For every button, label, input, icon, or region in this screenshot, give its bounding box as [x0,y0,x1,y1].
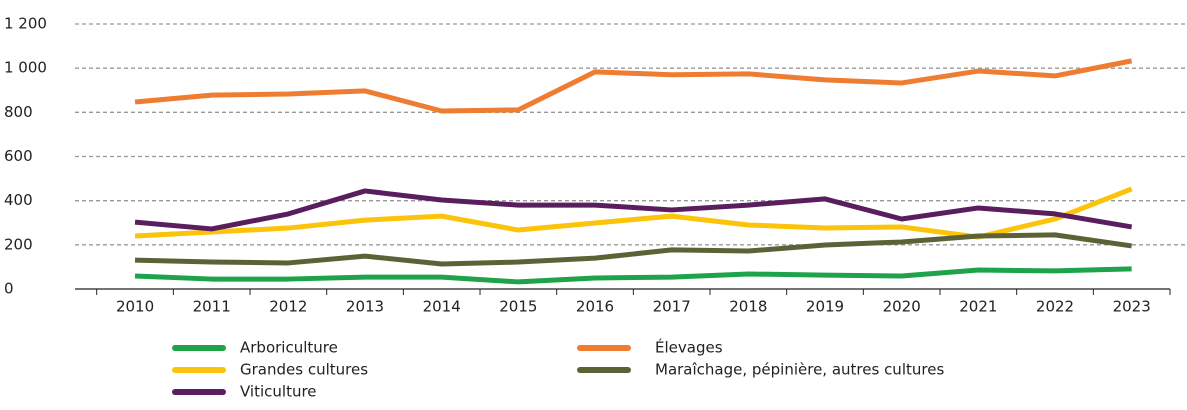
x-tick-label: 2019 [806,298,844,316]
y-tick-label: 1 200 [4,15,47,33]
x-tick-label: 2015 [499,298,537,316]
x-tick-label: 2020 [883,298,921,316]
legend-label: Maraîchage, pépinière, autres cultures [655,361,944,379]
legend-label: Arboriculture [240,339,338,357]
y-tick-label: 200 [4,235,33,253]
series-line [134,266,1132,285]
x-tick-label: 2016 [576,298,614,316]
y-tick-label: 0 [4,280,14,298]
legend-label: Viticulture [240,383,317,401]
x-tick-label: 2018 [729,298,767,316]
series-line [134,188,1133,232]
x-tick-label: 2017 [653,298,691,316]
y-tick-label: 800 [4,103,33,121]
series-line [134,232,1133,267]
legend-label: Élevages [655,338,723,357]
y-tick-label: 1 000 [4,59,47,77]
x-tick-label: 2010 [116,298,154,316]
x-tick-label: 2014 [423,298,461,316]
y-tick-label: 600 [4,147,33,165]
x-tick-label: 2023 [1113,298,1151,316]
x-tick-label: 2011 [193,298,231,316]
x-tick-label: 2013 [346,298,384,316]
y-tick-label: 400 [4,191,33,209]
series-line [134,58,1133,114]
legend-label: Grandes cultures [240,361,368,379]
x-tick-label: 2021 [959,298,997,316]
x-tick-label: 2022 [1036,298,1074,316]
x-tick-label: 2012 [269,298,307,316]
